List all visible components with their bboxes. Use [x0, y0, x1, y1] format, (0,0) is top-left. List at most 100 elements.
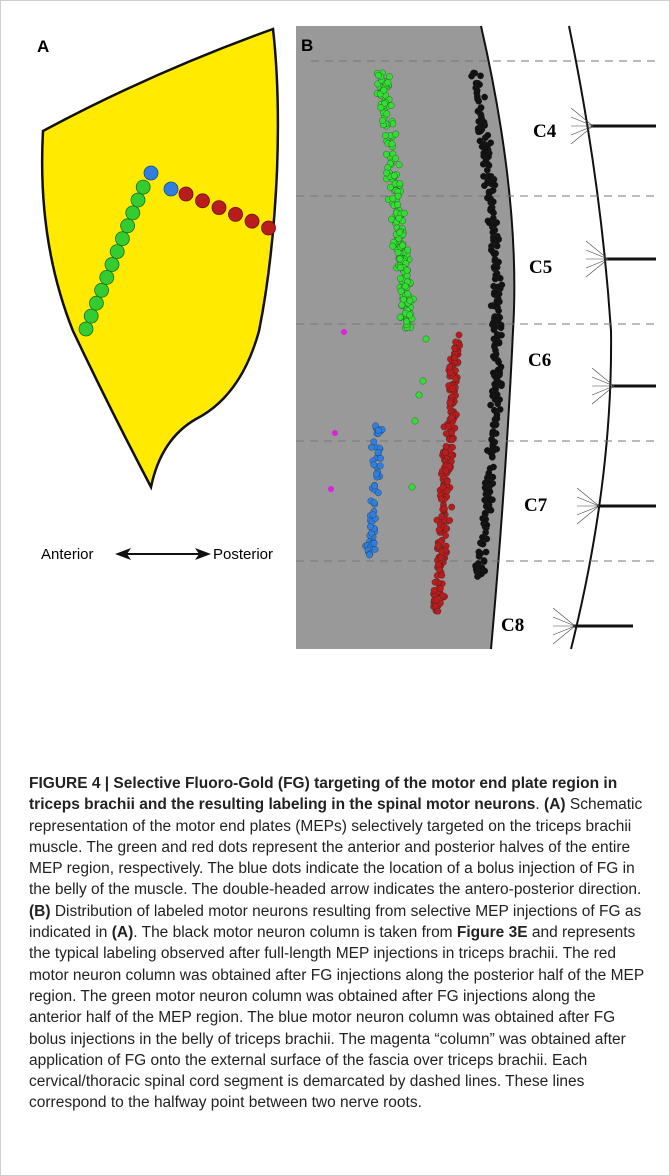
dot — [483, 503, 489, 509]
dot — [490, 229, 496, 235]
dot — [126, 206, 140, 220]
dot — [489, 208, 495, 214]
root-fiber — [577, 488, 599, 506]
dot — [397, 229, 403, 235]
dot — [391, 173, 397, 179]
dot — [79, 322, 93, 336]
dot — [442, 449, 448, 455]
root-fiber — [571, 117, 593, 126]
dot — [481, 94, 487, 100]
panel-label: B — [301, 36, 313, 55]
dot — [416, 392, 422, 398]
dot — [436, 527, 442, 533]
dot — [394, 201, 400, 207]
dot — [492, 276, 498, 282]
dot — [485, 132, 491, 138]
dot — [443, 443, 449, 449]
dot — [478, 571, 484, 577]
dot — [95, 283, 109, 297]
dot — [366, 552, 372, 558]
dot — [448, 415, 454, 421]
dot — [438, 549, 444, 555]
panel-label: A — [37, 37, 49, 56]
dot — [481, 558, 487, 564]
dot — [483, 516, 489, 522]
dot — [456, 332, 462, 338]
dot — [487, 489, 493, 495]
dot — [492, 315, 498, 321]
dot — [381, 87, 387, 93]
dot — [495, 367, 501, 373]
dot — [486, 190, 492, 196]
dot — [493, 340, 499, 346]
dot — [490, 443, 496, 449]
dot — [401, 210, 407, 216]
dot — [378, 104, 384, 110]
dot — [472, 563, 478, 569]
root-fiber — [553, 608, 575, 626]
dot — [494, 302, 500, 308]
dot — [341, 329, 347, 335]
dot — [392, 155, 398, 161]
caption-run: Figure 3E — [457, 924, 528, 941]
dot — [489, 453, 495, 459]
dot — [440, 593, 446, 599]
dot — [84, 309, 98, 323]
dot — [452, 339, 458, 345]
dot — [387, 184, 393, 190]
dot — [474, 93, 480, 99]
dot — [490, 180, 496, 186]
dot — [490, 421, 496, 427]
dot — [367, 523, 373, 529]
page: A Anterior Posterior B C4C5C6C7C8 FIGURE… — [0, 0, 670, 1176]
dot — [383, 170, 389, 176]
dot — [386, 73, 392, 79]
root-fiber — [553, 626, 575, 635]
dot — [451, 355, 457, 361]
caption-run: (A) — [544, 796, 566, 813]
segment-label: C4 — [533, 121, 557, 142]
dot — [371, 499, 377, 505]
dot — [484, 447, 490, 453]
dot — [396, 215, 402, 221]
dot — [485, 154, 491, 160]
muscle — [42, 29, 278, 487]
dot — [397, 256, 403, 262]
dot — [498, 332, 504, 338]
dot — [390, 195, 396, 201]
dot — [487, 465, 493, 471]
segment-label: C7 — [524, 495, 548, 516]
dot — [399, 302, 405, 308]
dot — [377, 463, 383, 469]
dot — [431, 587, 437, 593]
dot — [110, 245, 124, 259]
dot — [443, 468, 449, 474]
dot — [399, 242, 405, 248]
dot — [478, 104, 484, 110]
dot — [100, 270, 114, 284]
dot — [115, 232, 129, 246]
dot — [405, 247, 411, 253]
dot — [434, 517, 440, 523]
caption-run: . The black motor neuron column is taken… — [133, 924, 457, 941]
dot — [383, 151, 389, 157]
segment-label: C5 — [529, 257, 552, 278]
dot — [371, 540, 377, 546]
dot — [492, 385, 498, 391]
dot — [447, 400, 453, 406]
segment-label: C6 — [528, 350, 551, 371]
dot — [486, 173, 492, 179]
dot — [494, 235, 500, 241]
dot — [212, 201, 226, 215]
anterior-label: Anterior — [41, 546, 94, 563]
dot — [375, 490, 381, 496]
dot — [105, 258, 119, 272]
dot — [491, 264, 497, 270]
posterior-label: Posterior — [213, 546, 273, 563]
dot — [477, 550, 483, 556]
dot — [452, 376, 458, 382]
dot — [412, 418, 418, 424]
dot — [485, 497, 491, 503]
dot — [371, 439, 377, 445]
dot — [384, 111, 390, 117]
